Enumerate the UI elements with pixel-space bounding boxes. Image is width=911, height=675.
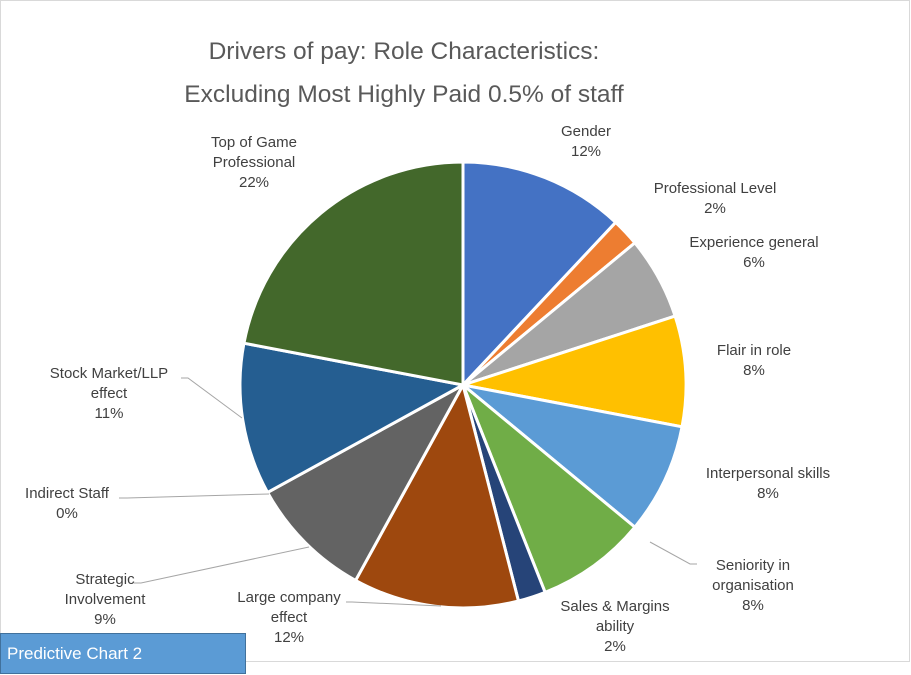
chart-title-line: Excluding Most Highly Paid 0.5% of staff: [184, 81, 624, 108]
pie-slice-4: [461, 383, 684, 529]
slice-label-5: Seniority in organisation 8%: [712, 557, 794, 614]
slice-label-11: Top of Game Professional 22%: [211, 134, 297, 191]
slice-label-9: Indirect Staff 0%: [25, 485, 110, 522]
pie-slice-5: [461, 383, 637, 594]
slice-label-10: Stock Market/LLP effect 11%: [50, 365, 168, 422]
slice-label-4: Interpersonal skills 8%: [706, 465, 830, 502]
slice-label-2: Experience general 6%: [689, 234, 818, 271]
chart-frame: Drivers of pay: Role Characteristics: Exc…: [0, 0, 910, 662]
pie-slice-11: [242, 160, 465, 387]
leader-line: [134, 546, 310, 584]
chart-title-line: Drivers of pay: Role Characteristics:: [209, 38, 600, 65]
slice-label-3: Flair in role 8%: [717, 342, 791, 379]
leader-line: [649, 541, 697, 565]
pie-slice-7: [354, 383, 520, 610]
slice-label-0: Gender 12%: [561, 123, 611, 160]
leader-line: [181, 377, 243, 419]
leader-line: [119, 493, 270, 499]
slice-label-8: Strategic Involvement 9%: [65, 571, 147, 628]
slice-label-6: Sales & Margins ability 2%: [560, 598, 669, 655]
pie-slice-10: [238, 341, 465, 494]
pie-slice-3: [461, 314, 688, 429]
pie-slice-8: [266, 383, 465, 582]
pie-slices: [238, 160, 688, 610]
slice-label-1: Professional Level 2%: [654, 180, 777, 217]
predictive-chart-badge: Predictive Chart 2: [0, 633, 246, 674]
slice-label-7: Large company effect 12%: [237, 589, 341, 646]
pie-slice-0: [461, 160, 618, 387]
leader-line: [346, 601, 442, 607]
